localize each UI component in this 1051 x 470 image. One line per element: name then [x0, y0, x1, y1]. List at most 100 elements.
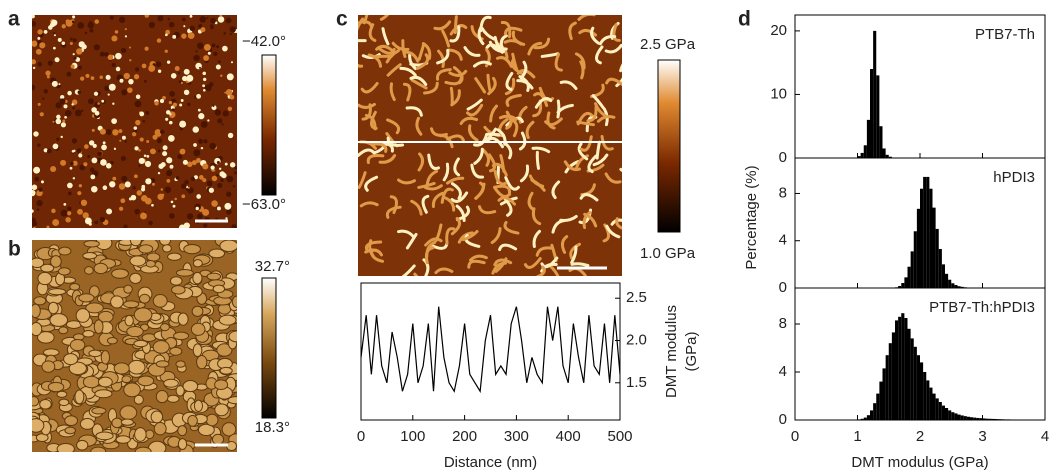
texture [183, 89, 190, 96]
texture [222, 110, 229, 117]
texture [65, 110, 72, 117]
x-tick-label: 500 [607, 428, 632, 445]
texture [226, 441, 237, 452]
texture [111, 118, 118, 125]
texture [148, 64, 156, 72]
texture [54, 57, 60, 63]
texture [94, 220, 99, 225]
texture [488, 40, 505, 54]
texture [533, 92, 549, 107]
texture [47, 25, 53, 30]
texture [36, 208, 40, 212]
texture [129, 59, 132, 62]
texture [469, 254, 488, 262]
texture [160, 188, 164, 191]
texture [495, 56, 513, 68]
bar [860, 152, 864, 158]
texture [210, 17, 216, 24]
texture [225, 89, 233, 96]
texture [50, 255, 62, 268]
texture [445, 227, 456, 245]
texture [579, 60, 585, 80]
texture [575, 154, 589, 170]
texture [95, 431, 114, 441]
texture [364, 175, 379, 192]
texture [449, 86, 454, 106]
texture [417, 181, 436, 189]
texture [155, 61, 162, 68]
plot-frame [360, 282, 621, 421]
texture [140, 187, 146, 192]
texture [200, 27, 206, 33]
texture [423, 81, 439, 95]
texture [376, 46, 396, 55]
texture [220, 178, 224, 182]
texture [91, 107, 97, 113]
texture [590, 26, 600, 45]
colorbar-min: 1.0 GPa [640, 245, 696, 262]
texture [134, 67, 140, 72]
texture [202, 123, 205, 127]
texture [385, 205, 402, 219]
texture [190, 322, 206, 336]
texture [148, 220, 153, 226]
texture [166, 394, 180, 403]
texture [111, 268, 129, 279]
texture [112, 102, 115, 105]
texture [32, 396, 40, 407]
texture [84, 31, 88, 35]
texture [359, 201, 379, 208]
texture [510, 118, 519, 138]
colorbar [261, 277, 277, 419]
texture [99, 75, 103, 79]
texture [453, 157, 461, 177]
bar [951, 412, 955, 420]
texture [38, 187, 43, 192]
texture [76, 48, 83, 55]
texture [100, 350, 111, 365]
texture [118, 129, 123, 134]
plot-frame [794, 287, 1046, 421]
texture [102, 185, 108, 191]
bar [904, 318, 908, 420]
texture [427, 153, 440, 170]
texture [405, 106, 423, 117]
texture [174, 66, 180, 71]
texture [39, 398, 52, 410]
texture [140, 212, 147, 220]
texture [214, 403, 229, 417]
texture [183, 244, 201, 255]
y-axis-label: (GPa) [683, 331, 700, 371]
texture [159, 240, 172, 246]
texture [105, 74, 111, 80]
texture [65, 19, 70, 24]
bar [985, 418, 989, 420]
texture [81, 44, 87, 50]
texture [60, 94, 65, 100]
texture [76, 148, 82, 154]
bar [870, 410, 874, 420]
texture [468, 124, 479, 142]
texture [75, 308, 91, 323]
texture [33, 166, 41, 174]
texture [208, 82, 214, 87]
texture [415, 116, 423, 136]
texture [124, 28, 127, 31]
texture [397, 178, 417, 185]
bar [913, 231, 917, 288]
texture [179, 103, 183, 107]
texture [111, 35, 118, 42]
texture [155, 360, 170, 368]
texture [433, 20, 452, 31]
texture [136, 190, 143, 196]
bar [938, 402, 942, 420]
texture [166, 157, 173, 164]
texture [217, 60, 221, 64]
texture [84, 266, 94, 275]
texture [373, 54, 393, 59]
texture [225, 217, 228, 220]
texture [358, 50, 364, 68]
texture [69, 166, 73, 170]
texture [464, 233, 481, 248]
texture [216, 343, 233, 357]
